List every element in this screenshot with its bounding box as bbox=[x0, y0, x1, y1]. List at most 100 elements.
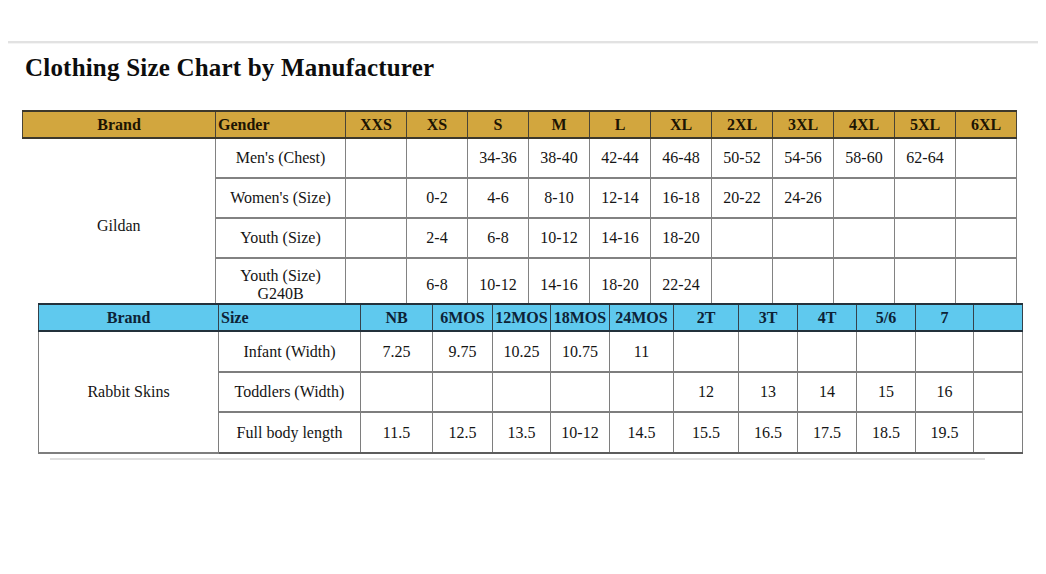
size-cell: 62-64 bbox=[895, 138, 956, 178]
gildan-size-table: Brand Gender XXS XS S M L XL 2XL 3XL 4XL… bbox=[22, 110, 1017, 303]
size-cell: 6-8 bbox=[468, 218, 529, 258]
size-cell bbox=[974, 412, 1023, 453]
t2-header-5-6: 5/6 bbox=[857, 304, 916, 331]
size-cell: 15 bbox=[857, 372, 916, 412]
size-cell: 38-40 bbox=[529, 138, 590, 178]
rabbit-skins-table-container: Brand Size NB 6MOS 12MOS 18MOS 24MOS 2T … bbox=[38, 303, 1024, 454]
size-cell: 8-10 bbox=[529, 178, 590, 218]
size-cell: 18-20 bbox=[590, 258, 651, 303]
size-cell bbox=[346, 138, 407, 178]
size-cell: 13.5 bbox=[493, 412, 551, 453]
size-cell: 14 bbox=[798, 372, 857, 412]
size-cell: 16 bbox=[916, 372, 974, 412]
size-cell: 17.5 bbox=[798, 412, 857, 453]
size-cell: 10.75 bbox=[551, 331, 610, 372]
row-label: Infant (Width) bbox=[219, 331, 361, 372]
t2-header-7: 7 bbox=[916, 304, 974, 331]
t2-header-brand: Brand bbox=[39, 304, 219, 331]
size-cell bbox=[974, 372, 1023, 412]
size-cell: 4-6 bbox=[468, 178, 529, 218]
t1-header-3xl: 3XL bbox=[773, 111, 834, 138]
t2-header-nb: NB bbox=[361, 304, 433, 331]
size-cell: 10-12 bbox=[551, 412, 610, 453]
size-cell bbox=[712, 258, 773, 303]
brand-cell-rabbit-skins: Rabbit Skins bbox=[39, 331, 219, 453]
size-cell: 18.5 bbox=[857, 412, 916, 453]
size-cell bbox=[712, 218, 773, 258]
size-cell: 6-8 bbox=[407, 258, 468, 303]
brand-cell-gildan: Gildan bbox=[23, 138, 216, 303]
size-cell: 14-16 bbox=[529, 258, 590, 303]
size-cell bbox=[739, 331, 798, 372]
t1-header-xxs: XXS bbox=[346, 111, 407, 138]
size-cell: 20-22 bbox=[712, 178, 773, 218]
top-divider-line bbox=[8, 41, 1038, 44]
size-cell bbox=[433, 372, 493, 412]
t1-header-5xl: 5XL bbox=[895, 111, 956, 138]
size-cell bbox=[407, 138, 468, 178]
size-cell bbox=[956, 258, 1017, 303]
size-cell bbox=[610, 372, 674, 412]
size-cell: 12 bbox=[674, 372, 739, 412]
size-cell: 16.5 bbox=[739, 412, 798, 453]
t1-header-6xl: 6XL bbox=[956, 111, 1017, 138]
row-label: Toddlers (Width) bbox=[219, 372, 361, 412]
size-cell bbox=[346, 178, 407, 218]
page: Clothing Size Chart by Manufacturer Bran… bbox=[0, 0, 1046, 574]
row-label: Youth (Size) G240B bbox=[216, 258, 346, 303]
size-cell bbox=[974, 331, 1023, 372]
row-label: Youth (Size) bbox=[216, 218, 346, 258]
rabbit-skins-size-table: Brand Size NB 6MOS 12MOS 18MOS 24MOS 2T … bbox=[38, 303, 1023, 454]
table-row: Gildan Men's (Chest) 34-36 38-40 42-44 4… bbox=[23, 138, 1017, 178]
table-row: Rabbit Skins Infant (Width) 7.25 9.75 10… bbox=[39, 331, 1023, 372]
size-cell: 54-56 bbox=[773, 138, 834, 178]
t2-header-12mos: 12MOS bbox=[493, 304, 551, 331]
size-cell bbox=[773, 258, 834, 303]
size-cell bbox=[346, 218, 407, 258]
size-cell bbox=[346, 258, 407, 303]
size-cell: 34-36 bbox=[468, 138, 529, 178]
size-cell bbox=[798, 331, 857, 372]
t2-header-blank bbox=[974, 304, 1023, 331]
size-cell bbox=[361, 372, 433, 412]
size-cell bbox=[956, 138, 1017, 178]
t1-header-2xl: 2XL bbox=[712, 111, 773, 138]
t2-header-2t: 2T bbox=[674, 304, 739, 331]
size-cell bbox=[895, 178, 956, 218]
t1-header-xs: XS bbox=[407, 111, 468, 138]
size-cell: 16-18 bbox=[651, 178, 712, 218]
size-cell bbox=[834, 258, 895, 303]
size-cell: 0-2 bbox=[407, 178, 468, 218]
size-cell: 10.25 bbox=[493, 331, 551, 372]
size-cell: 58-60 bbox=[834, 138, 895, 178]
t1-header-4xl: 4XL bbox=[834, 111, 895, 138]
size-cell: 10-12 bbox=[529, 218, 590, 258]
size-cell: 15.5 bbox=[674, 412, 739, 453]
bottom-divider-line bbox=[50, 458, 985, 460]
size-cell: 14-16 bbox=[590, 218, 651, 258]
size-cell: 19.5 bbox=[916, 412, 974, 453]
size-cell bbox=[857, 331, 916, 372]
t1-header-brand: Brand bbox=[23, 111, 216, 138]
size-cell: 18-20 bbox=[651, 218, 712, 258]
size-cell bbox=[956, 218, 1017, 258]
size-cell: 13 bbox=[739, 372, 798, 412]
size-cell bbox=[674, 331, 739, 372]
size-cell: 9.75 bbox=[433, 331, 493, 372]
t2-header-4t: 4T bbox=[798, 304, 857, 331]
t2-header-size: Size bbox=[219, 304, 361, 331]
t1-header-m: M bbox=[529, 111, 590, 138]
row-label: Women's (Size) bbox=[216, 178, 346, 218]
gildan-header-row: Brand Gender XXS XS S M L XL 2XL 3XL 4XL… bbox=[23, 111, 1017, 138]
size-cell: 10-12 bbox=[468, 258, 529, 303]
gildan-table-container: Brand Gender XXS XS S M L XL 2XL 3XL 4XL… bbox=[22, 110, 1018, 303]
size-cell bbox=[834, 178, 895, 218]
size-cell: 7.25 bbox=[361, 331, 433, 372]
t2-header-18mos: 18MOS bbox=[551, 304, 610, 331]
rabbit-skins-header-row: Brand Size NB 6MOS 12MOS 18MOS 24MOS 2T … bbox=[39, 304, 1023, 331]
t1-header-xl: XL bbox=[651, 111, 712, 138]
size-cell bbox=[895, 258, 956, 303]
size-cell: 50-52 bbox=[712, 138, 773, 178]
t2-header-24mos: 24MOS bbox=[610, 304, 674, 331]
size-cell bbox=[834, 218, 895, 258]
